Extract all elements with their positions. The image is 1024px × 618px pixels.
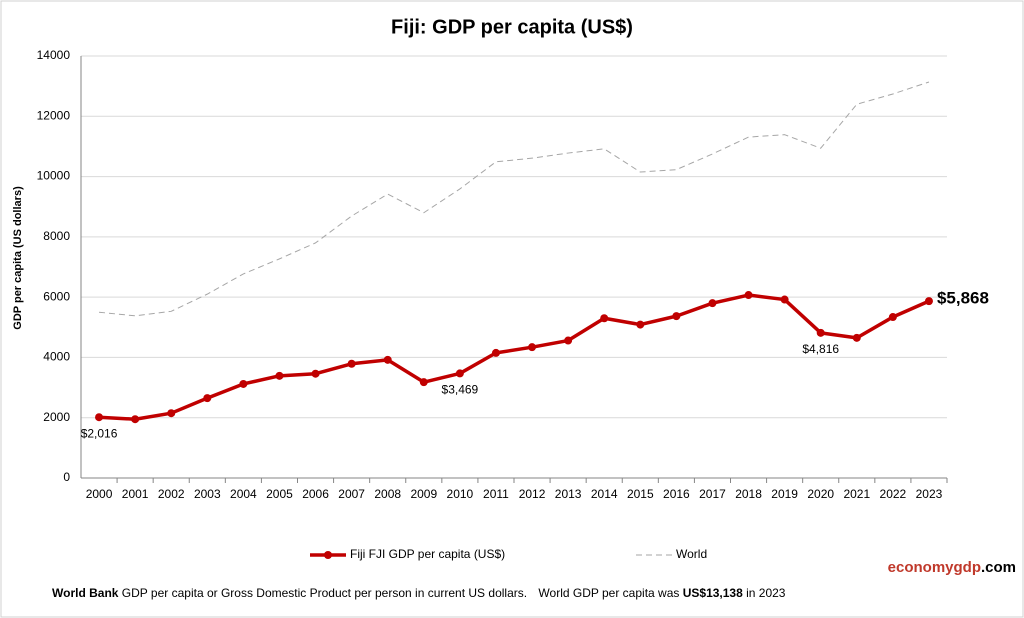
data-label: $3,469: [442, 383, 479, 397]
point: [239, 379, 248, 388]
x-tick-label: 2003: [194, 487, 221, 501]
footer: World Bank GDP per capita or Gross Domes…: [52, 586, 786, 600]
footer-text: in 2023: [746, 586, 786, 600]
point: [491, 348, 500, 357]
legend-label: Fiji FJI GDP per capita (US$): [350, 547, 505, 561]
brand-tld: .com: [981, 559, 1016, 576]
brand: economygdp.com: [888, 559, 1016, 576]
point: [924, 297, 933, 306]
data-label: $4,816: [802, 342, 839, 356]
x-tick-label: 2017: [699, 487, 726, 501]
point: [528, 343, 537, 352]
data-label: $5,868: [937, 289, 989, 308]
point: [600, 314, 609, 323]
x-tick-label: 2008: [374, 487, 401, 501]
x-tick-label: 2012: [519, 487, 546, 501]
y-axis-title: GDP per capita (US dollars): [12, 186, 24, 330]
point: [203, 394, 212, 403]
y-tick-label: 2000: [43, 410, 70, 424]
y-tick-label: 8000: [43, 229, 70, 243]
y-tick-label: 12000: [37, 108, 71, 122]
x-tick-label: 2022: [880, 487, 907, 501]
point: [708, 299, 717, 308]
x-tick-label: 2000: [86, 487, 113, 501]
point: [167, 409, 176, 418]
point: [383, 355, 392, 364]
legend-label: World: [676, 547, 707, 561]
footer-value: US$13,138: [683, 586, 743, 600]
point: [564, 336, 573, 345]
point: [852, 333, 861, 342]
y-tick-label: 14000: [37, 48, 71, 62]
footer-source: World Bank: [52, 586, 119, 600]
series-line: [98, 293, 930, 421]
point: [455, 369, 464, 378]
x-tick-label: 2019: [771, 487, 798, 501]
x-tick-label: 2014: [591, 487, 618, 501]
x-tick-label: 2020: [807, 487, 834, 501]
y-tick-label: 6000: [43, 289, 70, 303]
point: [816, 328, 825, 337]
x-tick-label: 2007: [338, 487, 365, 501]
legend-marker: [324, 551, 332, 559]
point: [311, 369, 320, 378]
data-label: $2,016: [81, 426, 118, 440]
brand-name: economygdp: [888, 559, 981, 576]
point: [131, 415, 140, 424]
y-tick-label: 0: [63, 470, 70, 484]
y-tick-label: 4000: [43, 350, 70, 364]
point: [672, 312, 681, 321]
x-tick-label: 2005: [266, 487, 293, 501]
point: [888, 313, 897, 322]
y-tick-label: 10000: [37, 169, 71, 183]
point: [347, 359, 356, 368]
x-tick-label: 2015: [627, 487, 654, 501]
chart-title: Fiji: GDP per capita (US$): [391, 16, 633, 38]
point: [419, 378, 428, 387]
point: [95, 413, 104, 422]
x-tick-label: 2001: [122, 487, 149, 501]
x-tick-label: 2002: [158, 487, 185, 501]
point: [275, 371, 284, 380]
point: [744, 291, 753, 300]
x-tick-label: 2010: [447, 487, 474, 501]
x-tick-label: 2013: [555, 487, 582, 501]
x-tick-label: 2006: [302, 487, 329, 501]
x-tick-label: 2004: [230, 487, 257, 501]
footer-text: GDP per capita or Gross Domestic Product…: [122, 586, 527, 600]
x-tick-label: 2018: [735, 487, 762, 501]
point: [636, 320, 645, 329]
x-tick-label: 2011: [483, 487, 509, 501]
x-tick-label: 2009: [410, 487, 437, 501]
x-tick-label: 2021: [843, 487, 870, 501]
x-tick-label: 2016: [663, 487, 690, 501]
footer-text: World GDP per capita was: [538, 586, 679, 600]
x-tick-label: 2023: [916, 487, 943, 501]
point: [780, 295, 789, 304]
